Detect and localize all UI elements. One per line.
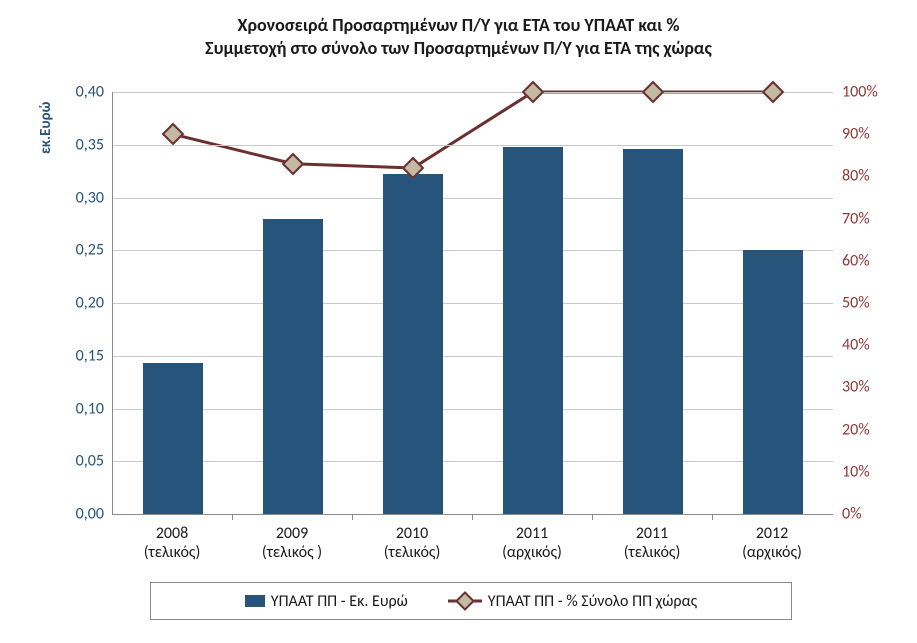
y2-tick-label: 30% <box>842 378 870 397</box>
bar <box>743 250 803 514</box>
y1-tick-label: 0,40 <box>62 83 104 102</box>
chart-container: Χρονοσειρά Προσαρτημένων Π/Υ για ΕΤΑ του… <box>0 0 917 643</box>
gridline <box>113 409 833 410</box>
bar <box>143 363 203 514</box>
x-category-tick <box>472 514 473 520</box>
chart-title-line2: Συμμετοχή στο σύνολο των Προσαρτημένων Π… <box>0 37 917 60</box>
y2-tick-label: 10% <box>842 462 870 481</box>
y2-tick-label: 20% <box>842 420 870 439</box>
gridline <box>113 303 833 304</box>
bar <box>503 147 563 514</box>
gridline <box>113 356 833 357</box>
line-series <box>173 92 773 168</box>
gridline <box>113 92 833 93</box>
y1-tick-label: 0,25 <box>62 241 104 260</box>
x-category-tick <box>712 514 713 520</box>
y1-tick-label: 0,35 <box>62 135 104 154</box>
x-tick-label: 2008(τελικός) <box>112 524 232 562</box>
plot-area <box>112 92 833 515</box>
y1-tick-label: 0,05 <box>62 452 104 471</box>
bar <box>383 174 443 514</box>
y2-tick-label: 70% <box>842 209 870 228</box>
legend-swatch-bar <box>245 595 265 607</box>
gridline <box>113 250 833 251</box>
legend: ΥΠΑΑΤ ΠΠ - Εκ. Ευρώ ΥΠΑΑΤ ΠΠ - % Σύνολο … <box>150 582 792 620</box>
gridline <box>113 145 833 146</box>
y1-tick-label: 0,00 <box>62 505 104 524</box>
y1-tick-label: 0,10 <box>62 399 104 418</box>
y2-tick-label: 90% <box>842 125 870 144</box>
y2-tick-label: 0% <box>842 505 862 524</box>
x-tick-label: 2009(τελικός ) <box>232 524 352 562</box>
legend-item-bars: ΥΠΑΑΤ ΠΠ - Εκ. Ευρώ <box>245 592 408 611</box>
chart-title: Χρονοσειρά Προσαρτημένων Π/Υ για ΕΤΑ του… <box>0 0 917 61</box>
legend-item-line: ΥΠΑΑΤ ΠΠ - % Σύνολο ΠΠ χώρας <box>448 592 697 611</box>
y2-tick-label: 40% <box>842 336 870 355</box>
y1-axis-label: εκ.Ευρώ <box>37 102 55 154</box>
x-category-tick <box>592 514 593 520</box>
x-category-tick <box>232 514 233 520</box>
legend-label-line: ΥΠΑΑΤ ΠΠ - % Σύνολο ΠΠ χώρας <box>488 592 697 611</box>
gridline <box>113 461 833 462</box>
chart-title-line1: Χρονοσειρά Προσαρτημένων Π/Υ για ΕΤΑ του… <box>0 14 917 37</box>
bar <box>263 219 323 514</box>
gridline <box>113 198 833 199</box>
y2-tick-label: 80% <box>842 167 870 186</box>
x-tick-label: 2012(αρχικός) <box>712 524 832 562</box>
y2-tick-label: 60% <box>842 251 870 270</box>
bar <box>623 149 683 514</box>
x-tick-label: 2011(τελικός) <box>592 524 712 562</box>
y1-tick-label: 0,30 <box>62 188 104 207</box>
x-tick-label: 2010(τελικός) <box>352 524 472 562</box>
legend-label-bars: ΥΠΑΑΤ ΠΠ - Εκ. Ευρώ <box>271 592 408 611</box>
y2-tick-label: 50% <box>842 294 870 313</box>
y2-tick-label: 100% <box>842 83 878 102</box>
x-category-tick <box>352 514 353 520</box>
y1-tick-label: 0,20 <box>62 294 104 313</box>
x-tick-label: 2011(αρχικός) <box>472 524 592 562</box>
legend-swatch-line <box>448 594 482 608</box>
y1-tick-label: 0,15 <box>62 346 104 365</box>
